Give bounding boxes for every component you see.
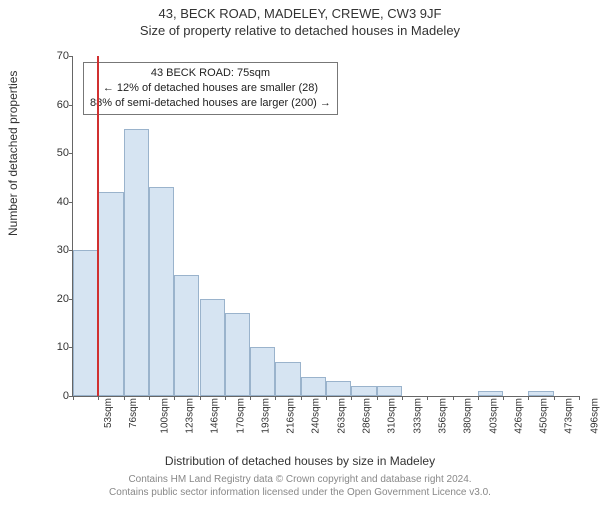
chart-area: 43 BECK ROAD: 75sqm ← 12% of detached ho… <box>48 56 578 426</box>
x-tick-label: 193sqm <box>260 398 271 434</box>
histogram-bar <box>301 377 326 396</box>
y-tick-mark <box>69 56 73 57</box>
x-tick-label: 450sqm <box>539 398 550 434</box>
x-tick-mark <box>503 396 504 400</box>
x-tick-mark <box>124 396 125 400</box>
info-line-3: 88% of semi-detached houses are larger (… <box>90 96 331 111</box>
x-tick-label: 53sqm <box>103 398 114 428</box>
footer-line-1: Contains HM Land Registry data © Crown c… <box>0 474 600 485</box>
histogram-bar <box>149 187 174 396</box>
y-tick-mark <box>69 202 73 203</box>
x-tick-mark <box>149 396 150 400</box>
y-tick-mark <box>69 153 73 154</box>
histogram-bar <box>478 391 503 396</box>
x-tick-label: 76sqm <box>128 398 139 428</box>
x-tick-mark <box>326 396 327 400</box>
histogram-bar <box>351 386 376 396</box>
x-tick-label: 100sqm <box>159 398 170 434</box>
x-tick-label: 356sqm <box>437 398 448 434</box>
x-tick-mark <box>275 396 276 400</box>
x-tick-label: 496sqm <box>589 398 600 434</box>
histogram-bar <box>98 192 123 396</box>
x-tick-mark <box>73 396 74 400</box>
y-tick-mark <box>69 105 73 106</box>
x-tick-mark <box>301 396 302 400</box>
x-tick-label: 473sqm <box>564 398 575 434</box>
histogram-bar <box>174 275 199 396</box>
x-axis-label: Distribution of detached houses by size … <box>0 454 600 468</box>
x-tick-mark <box>554 396 555 400</box>
info-line-2: ← 12% of detached houses are smaller (28… <box>90 81 331 96</box>
footer-line-2: Contains public sector information licen… <box>0 487 600 498</box>
x-tick-label: 240sqm <box>311 398 322 434</box>
x-tick-label: 146sqm <box>210 398 221 434</box>
x-tick-mark <box>579 396 580 400</box>
x-tick-mark <box>200 396 201 400</box>
histogram-bar <box>326 381 351 396</box>
x-tick-mark <box>402 396 403 400</box>
x-tick-mark <box>250 396 251 400</box>
x-tick-label: 380sqm <box>463 398 474 434</box>
marker-line <box>97 56 99 396</box>
x-tick-mark <box>478 396 479 400</box>
x-tick-mark <box>351 396 352 400</box>
title-sub: Size of property relative to detached ho… <box>0 23 600 38</box>
x-tick-label: 216sqm <box>286 398 297 434</box>
histogram-bar <box>377 386 402 396</box>
x-tick-mark <box>98 396 99 400</box>
plot-area: 43 BECK ROAD: 75sqm ← 12% of detached ho… <box>72 56 579 397</box>
info-box: 43 BECK ROAD: 75sqm ← 12% of detached ho… <box>83 62 338 115</box>
x-tick-label: 403sqm <box>488 398 499 434</box>
x-tick-mark <box>427 396 428 400</box>
x-tick-mark <box>453 396 454 400</box>
x-tick-label: 123sqm <box>184 398 195 434</box>
histogram-bar <box>250 347 275 396</box>
histogram-bar <box>225 313 250 396</box>
y-axis-label: Number of detached properties <box>6 71 20 236</box>
title-main: 43, BECK ROAD, MADELEY, CREWE, CW3 9JF <box>0 6 600 21</box>
x-tick-mark <box>377 396 378 400</box>
histogram-bar <box>528 391 553 396</box>
histogram-bar <box>275 362 300 396</box>
histogram-bar <box>124 129 149 396</box>
info-line-1: 43 BECK ROAD: 75sqm <box>90 66 331 81</box>
x-tick-label: 426sqm <box>513 398 524 434</box>
x-tick-label: 333sqm <box>412 398 423 434</box>
x-tick-label: 310sqm <box>387 398 398 434</box>
x-tick-label: 263sqm <box>336 398 347 434</box>
x-tick-mark <box>225 396 226 400</box>
x-tick-mark <box>528 396 529 400</box>
x-tick-mark <box>174 396 175 400</box>
x-tick-label: 286sqm <box>362 398 373 434</box>
x-tick-label: 170sqm <box>235 398 246 434</box>
histogram-bar <box>73 250 98 396</box>
histogram-bar <box>200 299 225 396</box>
